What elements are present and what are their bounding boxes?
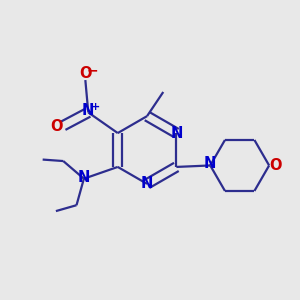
Text: N: N [82, 103, 94, 118]
Text: N: N [78, 170, 90, 185]
Text: O: O [50, 119, 63, 134]
Text: N: N [204, 157, 216, 172]
Text: O: O [79, 66, 92, 81]
Text: −: − [87, 64, 98, 78]
Text: +: + [91, 102, 100, 112]
Text: N: N [141, 176, 153, 191]
Text: N: N [170, 126, 183, 141]
Text: O: O [269, 158, 282, 173]
